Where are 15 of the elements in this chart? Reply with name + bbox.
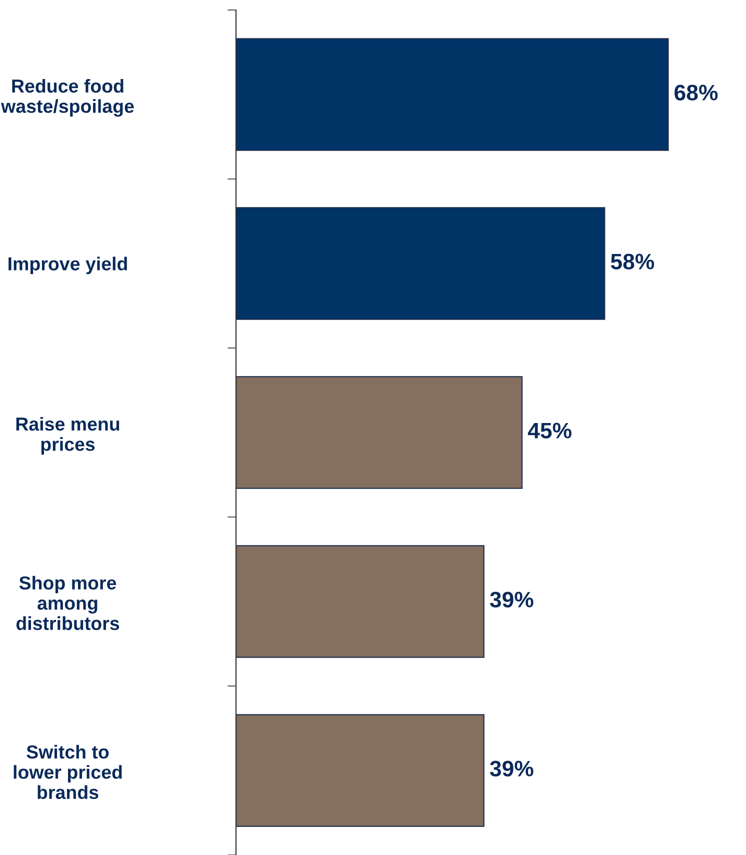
y-tick-label: Improve yield — [8, 256, 127, 274]
data-label: 39% — [490, 760, 534, 776]
data-label: 45% — [528, 422, 572, 438]
bar — [236, 545, 484, 658]
bar — [236, 38, 669, 151]
bar — [236, 376, 523, 489]
data-label: 39% — [490, 592, 534, 608]
y-tick-label: Switch to lower priced brands — [14, 744, 122, 800]
y-tick-label: Raise menu prices — [16, 416, 120, 455]
bar — [236, 714, 484, 827]
y-tick-label: Shop more among distributors — [16, 576, 120, 630]
y-tick-label: Reduce food waste/spoilage — [1, 78, 134, 117]
bar — [236, 207, 606, 320]
data-label: 58% — [610, 254, 654, 270]
data-label: 68% — [674, 84, 718, 100]
